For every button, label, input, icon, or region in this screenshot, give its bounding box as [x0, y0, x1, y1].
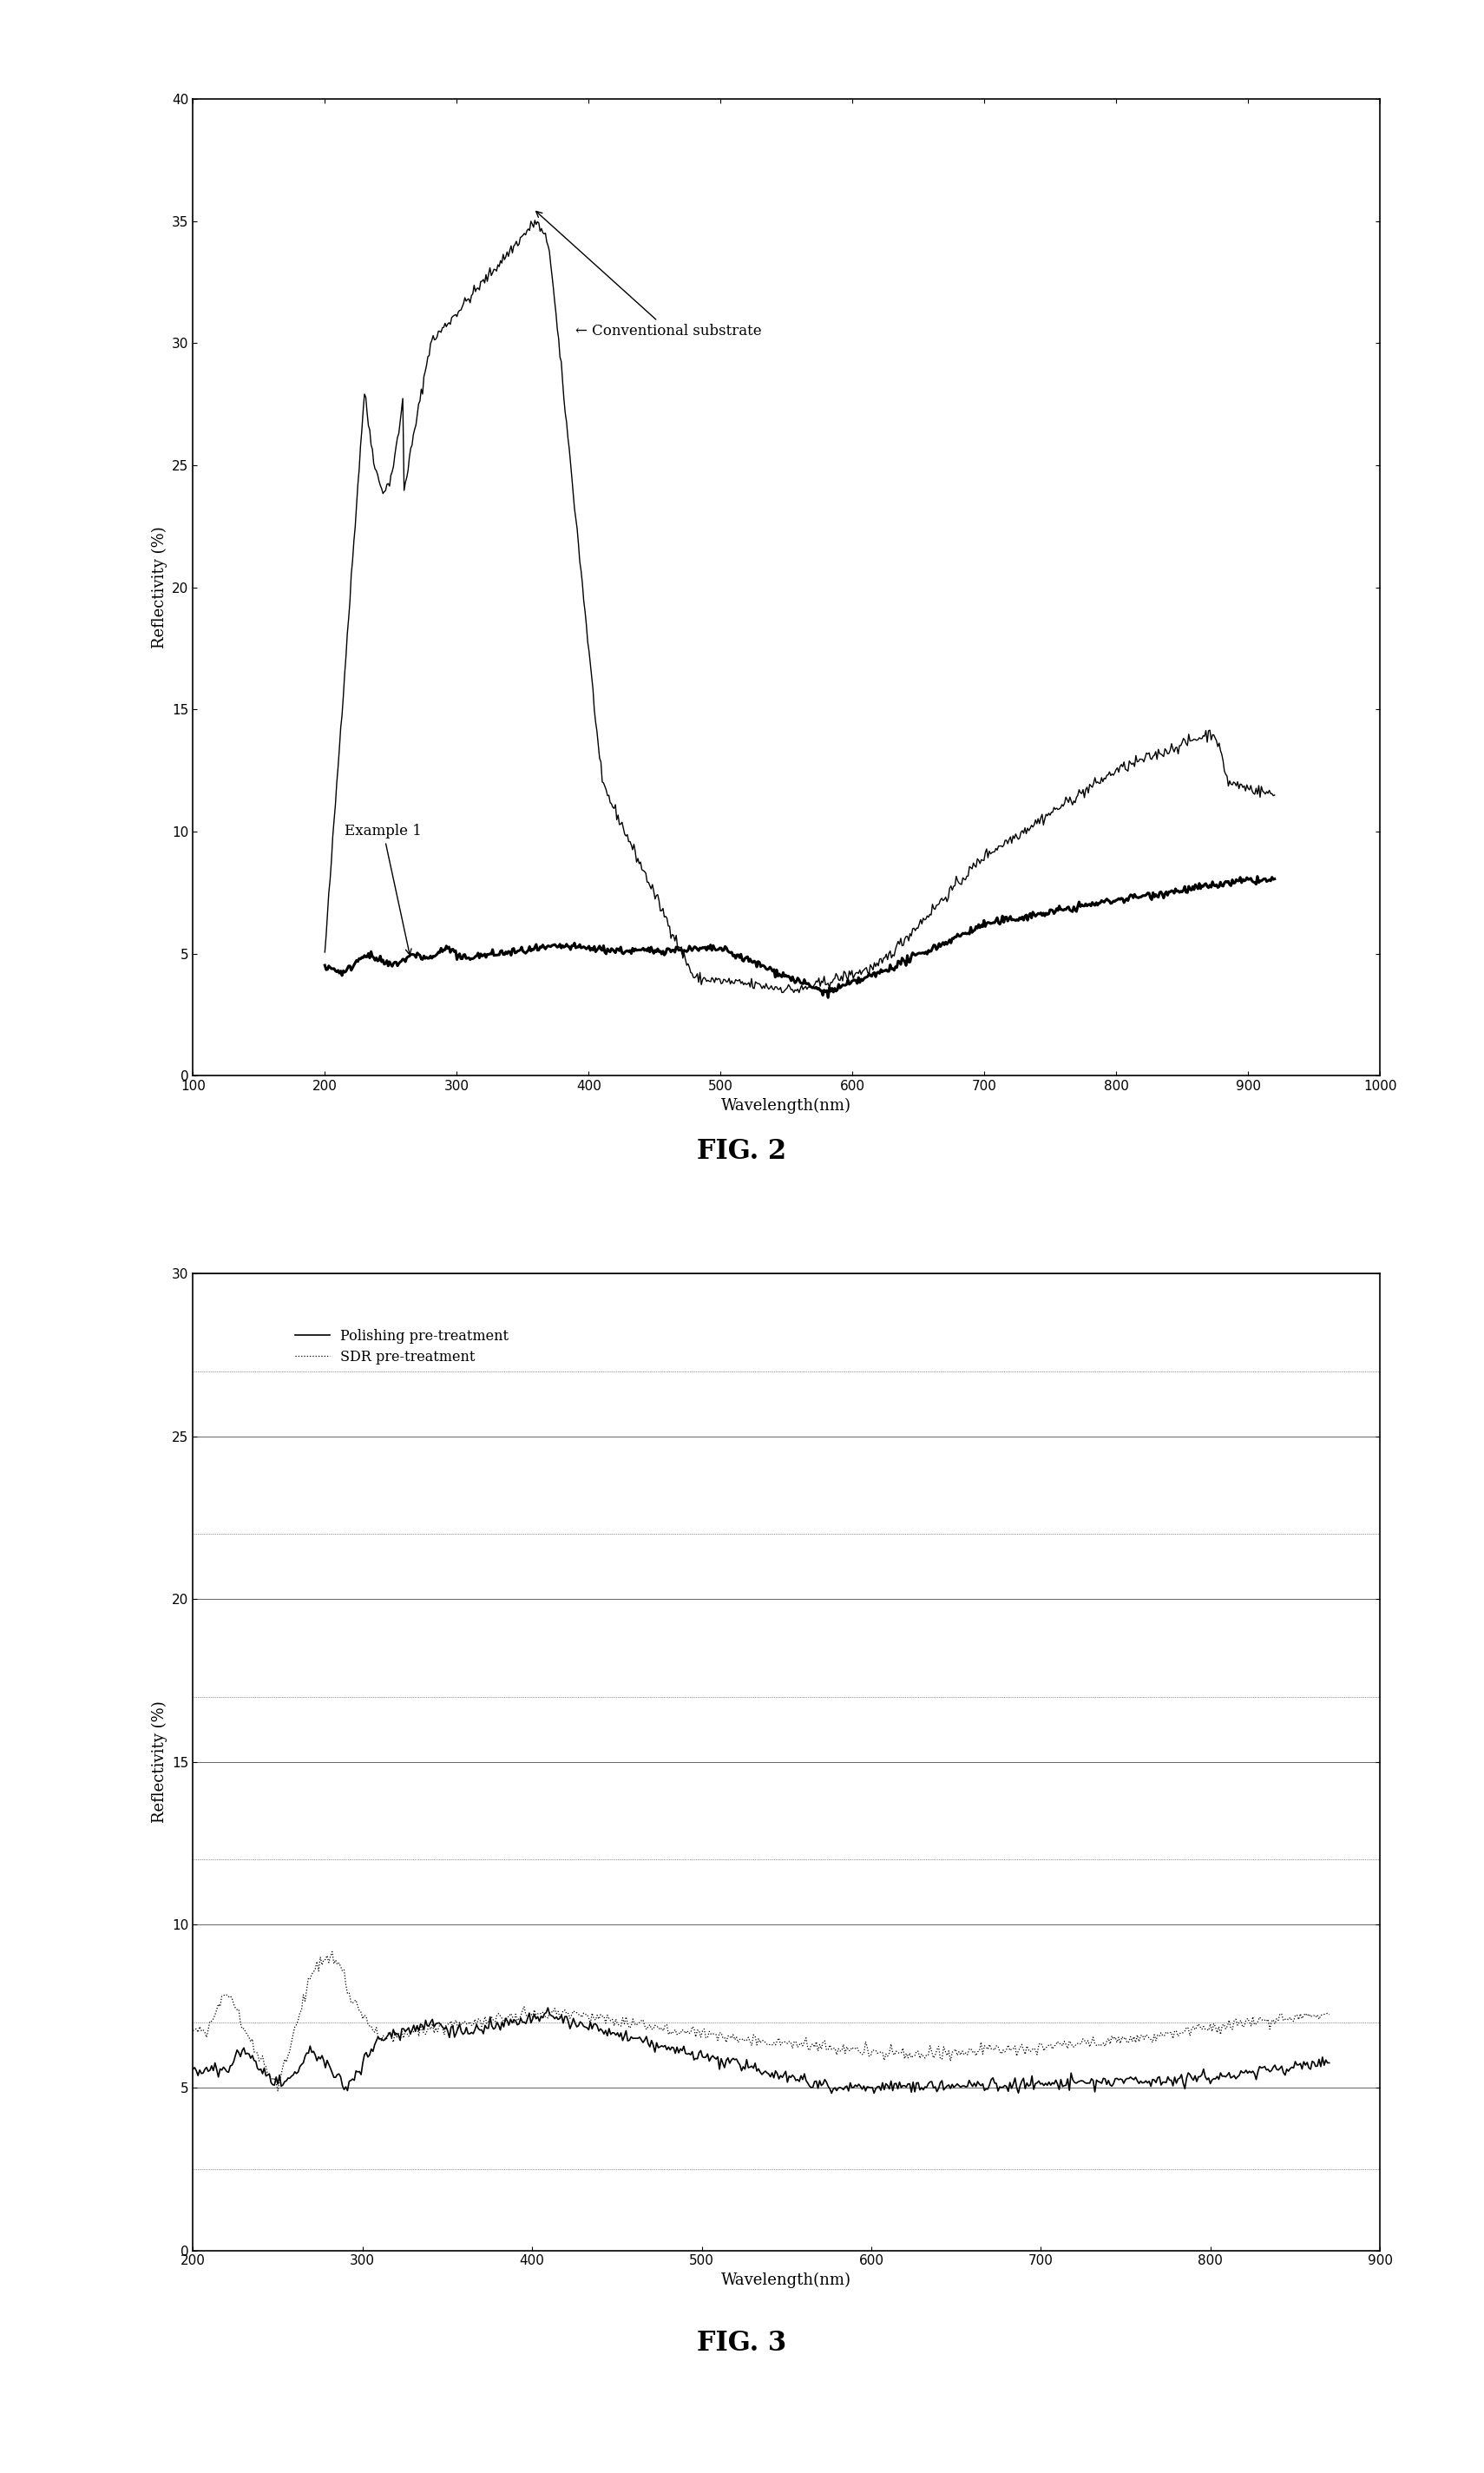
SDR pre-treatment [908, 2035, 926, 2065]
SDR pre-treatment [324, 1936, 341, 1966]
SDR pre-treatment [1321, 2001, 1339, 2030]
Polishing pre-treatment [908, 2067, 926, 2097]
SDR pre-treatment [269, 2075, 286, 2105]
SDR pre-treatment [803, 2030, 821, 2060]
Legend: Polishing pre-treatment, SDR pre-treatment: Polishing pre-treatment, SDR pre-treatme… [295, 1330, 509, 1365]
SDR pre-treatment [426, 2018, 444, 2048]
SDR pre-treatment [522, 1998, 540, 2028]
Y-axis label: Reflectivity (%): Reflectivity (%) [151, 1701, 168, 1823]
Polishing pre-treatment [184, 2055, 202, 2085]
Polishing pre-treatment [822, 2077, 840, 2107]
Line: SDR pre-treatment: SDR pre-treatment [193, 1951, 1330, 2090]
X-axis label: Wavelength(nm): Wavelength(nm) [721, 2273, 852, 2288]
Polishing pre-treatment [1171, 2062, 1189, 2092]
Polishing pre-treatment [539, 1993, 556, 2023]
SDR pre-treatment [184, 2015, 202, 2045]
Polishing pre-treatment [518, 2003, 536, 2033]
SDR pre-treatment [1171, 2018, 1189, 2048]
Polishing pre-treatment [800, 2072, 818, 2102]
Polishing pre-treatment [1321, 2048, 1339, 2077]
X-axis label: Wavelength(nm): Wavelength(nm) [721, 1098, 852, 1113]
Polishing pre-treatment [421, 2008, 439, 2038]
Line: Polishing pre-treatment: Polishing pre-treatment [193, 2008, 1330, 2092]
Text: ← Conventional substrate: ← Conventional substrate [536, 210, 761, 339]
Polishing pre-treatment [844, 2072, 862, 2102]
Text: FIG. 3: FIG. 3 [697, 2330, 787, 2357]
Text: FIG. 2: FIG. 2 [697, 1138, 787, 1165]
Y-axis label: Reflectivity (%): Reflectivity (%) [151, 527, 168, 648]
SDR pre-treatment [844, 2035, 862, 2065]
Text: Example 1: Example 1 [344, 824, 421, 955]
